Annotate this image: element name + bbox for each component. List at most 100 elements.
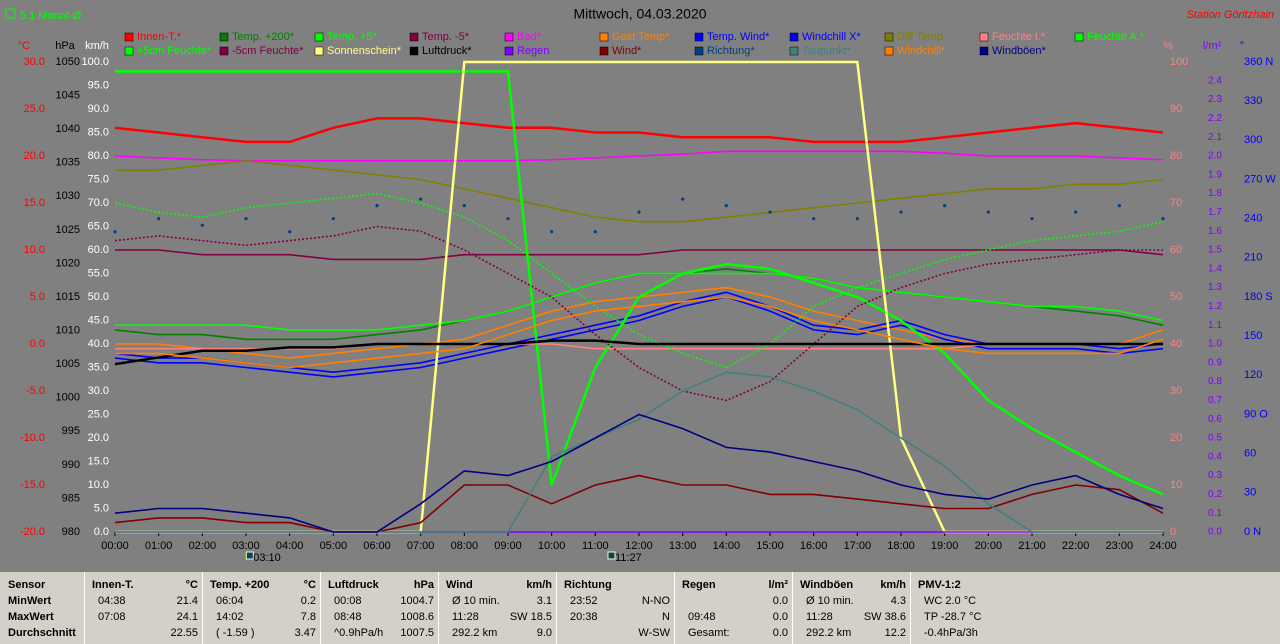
y-tick-label: 90 — [1170, 103, 1182, 115]
legend-label: +5cm Feuchte* — [137, 45, 212, 57]
y-tick-label: 60.0 — [88, 244, 109, 256]
table-cell: 12.2 — [884, 627, 906, 639]
legend-label: Windchill X* — [802, 31, 861, 43]
y-tick-label: 0 — [1170, 526, 1176, 538]
y-tick-label: 980 — [62, 526, 80, 538]
table-cell: 07:08 — [98, 611, 126, 623]
y-tick-label: 0.8 — [1208, 376, 1222, 387]
table-cell: 9.0 — [536, 627, 552, 639]
series-line — [114, 413, 1164, 533]
x-tick-label: 11:00 — [582, 540, 609, 552]
data-dot — [288, 230, 292, 234]
table-cell: °C — [185, 579, 198, 591]
y-tick-label: 20.0 — [88, 432, 109, 444]
axis-unit: l/m² — [1203, 40, 1222, 52]
legend-swatch — [884, 32, 894, 42]
legend-swatch — [884, 46, 894, 56]
x-tick-label: 05:00 — [320, 540, 348, 552]
station: Station Göritzhain — [1187, 9, 1274, 21]
legend-swatch — [219, 32, 229, 42]
y-tick-label: 85.0 — [88, 126, 109, 138]
y-tick-label: 150 — [1244, 330, 1262, 342]
table-cell: 0.2 — [300, 595, 316, 607]
x-tick-label: 10:00 — [538, 540, 566, 552]
table-cell: W-SW — [638, 627, 670, 639]
separator — [202, 572, 203, 644]
y-tick-label: 50.0 — [88, 291, 109, 303]
data-dot — [986, 210, 990, 214]
x-tick-label: 15:00 — [756, 540, 784, 552]
chart-title: Mittwoch, 04.03.2020 — [573, 6, 706, 22]
y-tick-label: 0.2 — [1208, 489, 1222, 500]
table-cell: PMV-1:2 — [918, 579, 961, 591]
marker-icon — [245, 551, 254, 560]
y-tick-label: 60 — [1244, 448, 1256, 460]
y-tick-label: 0.0 — [94, 526, 109, 538]
series-line — [114, 117, 1164, 144]
legend-label: Taupunkt* — [802, 45, 852, 57]
legend-label: Feuchte A.* — [1087, 31, 1145, 43]
y-tick-label: 2.4 — [1208, 75, 1222, 86]
data-dot — [550, 230, 554, 234]
x-tick-label: 02:00 — [189, 540, 217, 552]
table-cell: 1007.5 — [400, 627, 434, 639]
table-cell: 11:28 — [806, 611, 833, 623]
table-cell: 04:38 — [98, 595, 126, 607]
data-dot — [724, 204, 728, 208]
y-tick-label: 95.0 — [88, 79, 109, 91]
data-dot — [681, 197, 685, 201]
series-line — [115, 296, 1164, 369]
y-tick-label: 1035 — [56, 157, 80, 169]
y-tick-label: 120 — [1244, 369, 1262, 381]
data-dot — [375, 204, 379, 208]
legend-label: Windböen* — [992, 45, 1047, 57]
y-tick-label: 1015 — [56, 291, 80, 303]
series-line — [115, 272, 1164, 331]
y-tick-label: -10.0 — [20, 432, 45, 444]
legend-label: Temp. Wind* — [707, 31, 770, 43]
table-cell: Ø 10 min. — [806, 595, 854, 607]
axis-unit: °C — [18, 40, 30, 52]
y-tick-label: 35.0 — [88, 361, 109, 373]
legend-swatch — [504, 46, 514, 56]
legend-swatch — [789, 32, 799, 42]
separator — [438, 572, 439, 644]
marker-label: 03:10 — [253, 552, 281, 564]
table-cell: Richtung — [564, 579, 612, 591]
y-tick-label: -15.0 — [20, 479, 45, 491]
table-cell: 23:52 — [570, 595, 598, 607]
separator — [910, 572, 911, 644]
y-tick-label: 1020 — [56, 257, 80, 269]
x-tick-label: 00:00 — [101, 540, 129, 552]
series-line — [115, 159, 1164, 223]
y-tick-label: 75.0 — [88, 173, 109, 185]
legend-swatch — [694, 32, 704, 42]
chart: 5.1 Monat-Ø Mittwoch, 04.03.2020 Station… — [5, 6, 1276, 564]
y-tick-label: 25.0 — [24, 103, 45, 115]
table-cell: Luftdruck — [328, 579, 379, 591]
y-tick-label: 2.2 — [1208, 113, 1222, 124]
y-tick-label: 25.0 — [88, 408, 109, 420]
y-tick-label: 0.5 — [1208, 433, 1222, 444]
y-tick-label: 1.2 — [1208, 301, 1222, 312]
y-tick-label: 60 — [1170, 244, 1182, 256]
table-cell: 292.2 km — [452, 627, 498, 639]
legend-label: Regen — [517, 45, 549, 57]
y-tick-label: 40.0 — [88, 338, 109, 350]
y-tick-label: 50 — [1170, 291, 1182, 303]
legend-label: Wind* — [612, 45, 642, 57]
y-tick-label: 240 — [1244, 213, 1262, 225]
axis-unit: % — [1163, 40, 1173, 52]
y-tick-label: 1.5 — [1208, 245, 1222, 256]
table-cell: 3.47 — [294, 627, 316, 639]
marker-label: 11:27 — [615, 552, 642, 564]
y-tick-label: 45.0 — [88, 314, 109, 326]
table-cell: 7.8 — [300, 611, 316, 623]
x-tick-label: 24:00 — [1149, 540, 1177, 552]
data-dot — [1030, 217, 1034, 221]
y-tick-label: 1.7 — [1208, 207, 1222, 218]
legend-swatch — [409, 32, 419, 42]
y-tick-label: 2.1 — [1208, 132, 1222, 143]
x-tick-label: 13:00 — [669, 540, 697, 552]
x-tick-label: 18:00 — [887, 540, 915, 552]
